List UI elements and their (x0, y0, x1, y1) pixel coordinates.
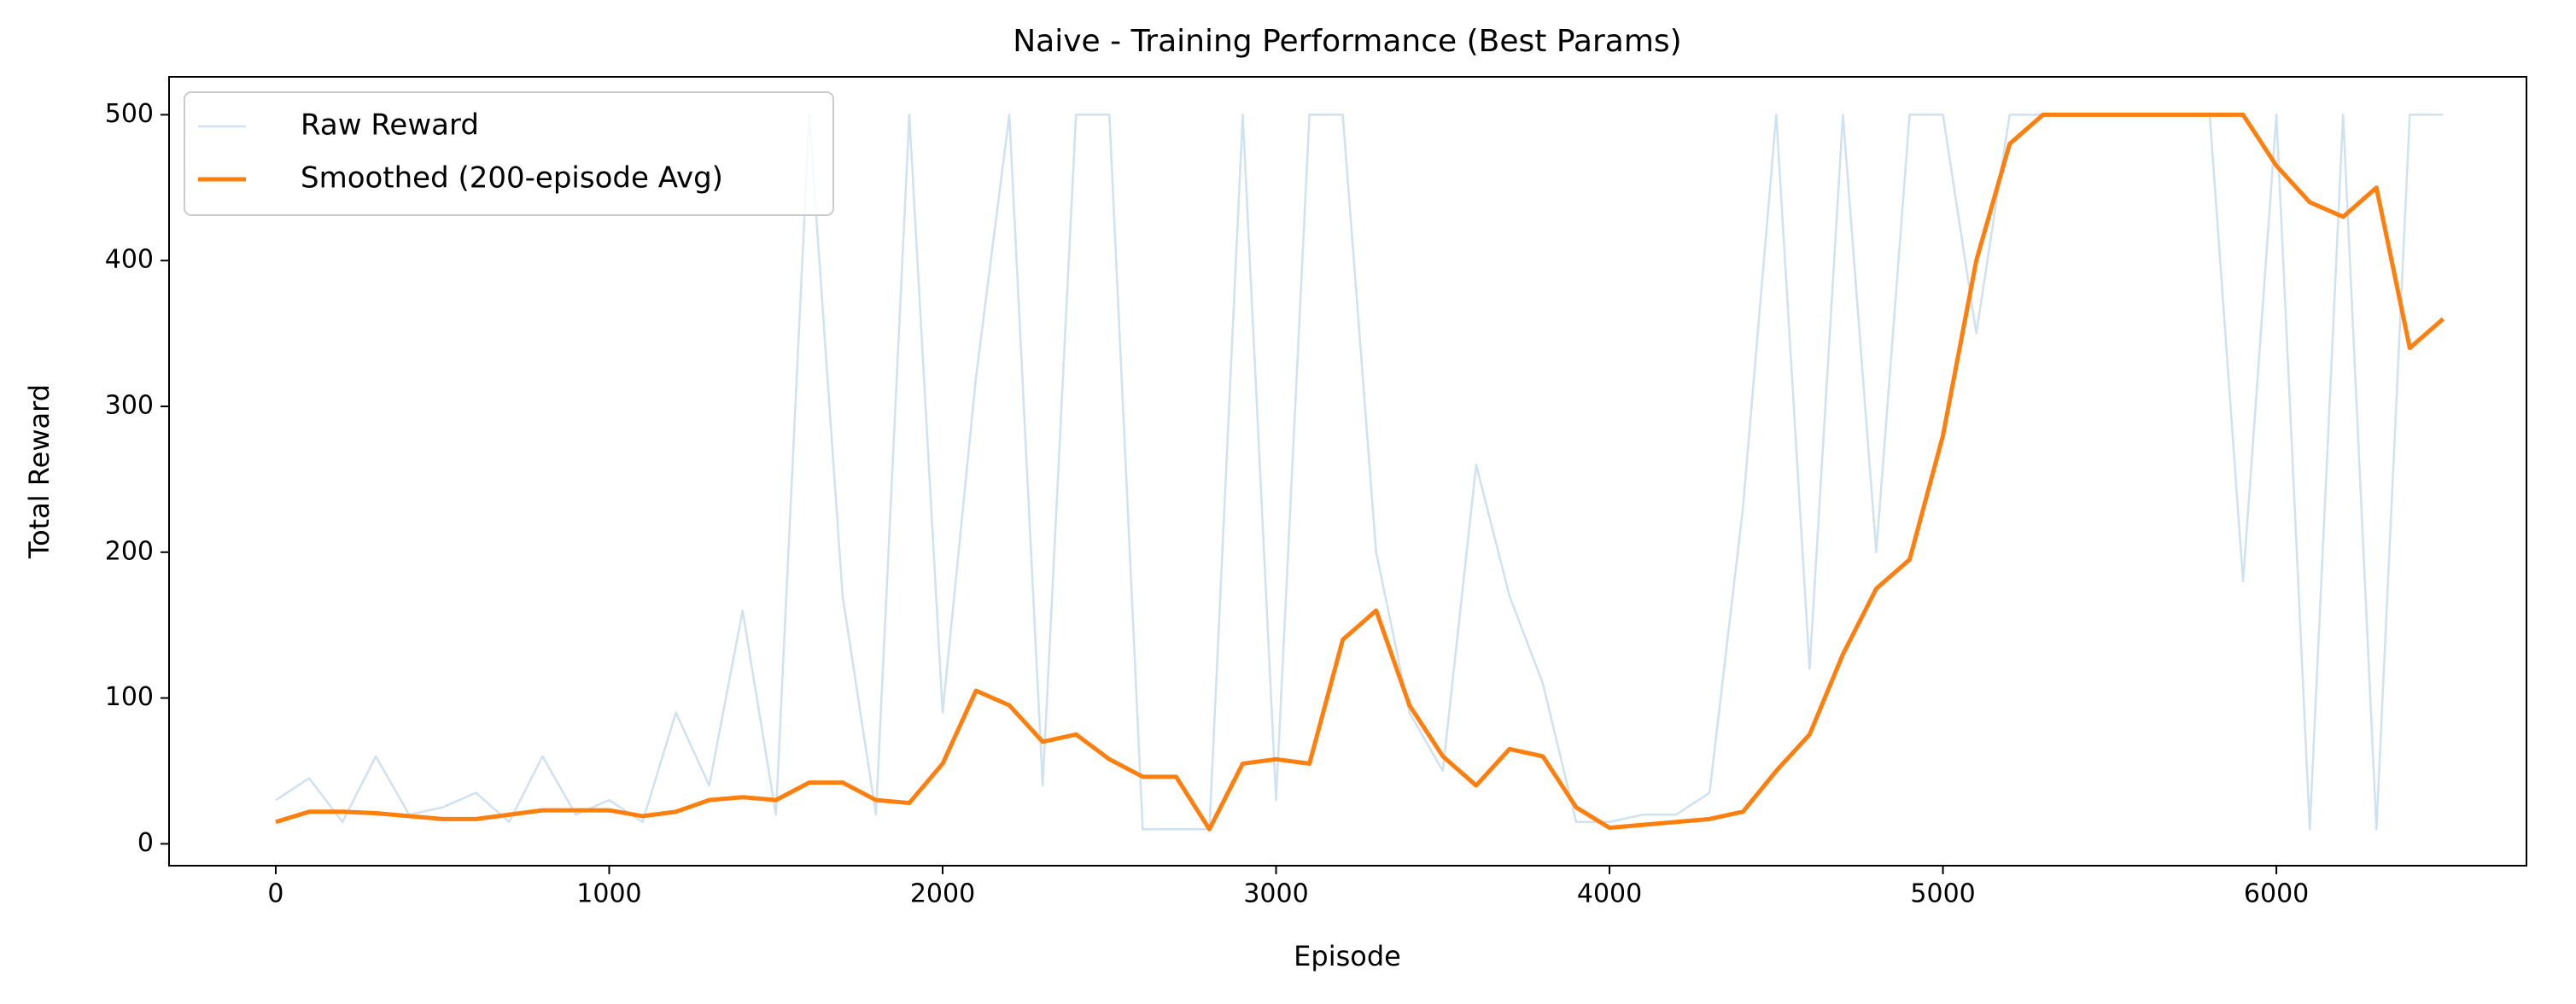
y-tick-label: 200 (105, 536, 154, 566)
series-line (275, 114, 2444, 831)
legend-box (184, 91, 834, 216)
x-tick-label: 2000 (910, 879, 975, 909)
y-tick-label: 500 (105, 99, 154, 129)
y-tick-label: 0 (137, 828, 154, 858)
x-axis-label: Episode (1294, 940, 1401, 972)
chart-title: Naive - Training Performance (Best Param… (1013, 24, 1681, 59)
x-tick-label: 3000 (1243, 879, 1308, 909)
x-tick-label: 6000 (2244, 879, 2309, 909)
x-tick-label: 4000 (1577, 879, 1642, 909)
plot-frame (168, 76, 2527, 867)
legend-label: Raw Reward (301, 108, 479, 143)
y-tick-label: 100 (105, 682, 154, 712)
y-tick-label: 300 (105, 390, 154, 420)
y-axis-label: Total Reward (23, 384, 55, 559)
x-tick-label: 1000 (576, 879, 641, 909)
y-tick-label: 400 (105, 245, 154, 275)
x-tick-label: 5000 (1910, 879, 1975, 909)
legend-label: Smoothed (200-episode Avg) (301, 161, 723, 196)
x-tick-label: 0 (267, 879, 283, 909)
series-line (275, 112, 2445, 832)
